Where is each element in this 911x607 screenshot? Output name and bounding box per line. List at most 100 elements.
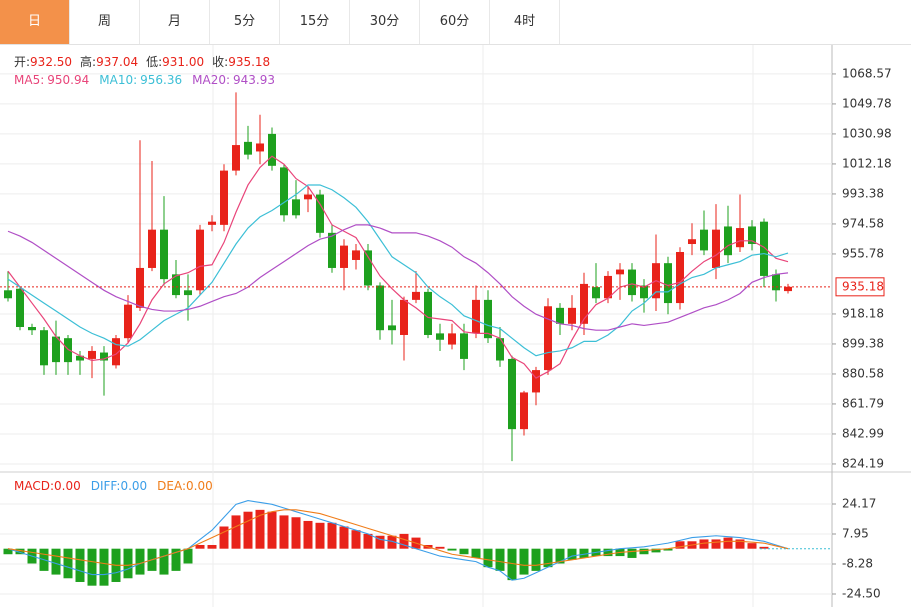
macd-bar — [519, 548, 529, 575]
legend-value: 0.00 — [186, 479, 213, 493]
period-tab[interactable]: 30分 — [350, 0, 420, 44]
macd-bar — [759, 546, 769, 549]
candle-body — [496, 338, 504, 361]
period-tab[interactable]: 15分 — [280, 0, 350, 44]
macd-bar — [255, 509, 265, 549]
macd-bar — [675, 541, 685, 549]
candle-body — [76, 355, 84, 361]
candle-body — [616, 269, 624, 275]
macd-bar — [399, 533, 409, 549]
macd-bar — [747, 543, 757, 549]
period-tab[interactable]: 日 — [0, 0, 70, 44]
candle-body — [484, 299, 492, 339]
candle-body — [772, 274, 780, 291]
candle-body — [160, 229, 168, 280]
last-price-label: 935.18 — [842, 279, 884, 293]
candle-body — [748, 226, 756, 245]
candle-body — [340, 245, 348, 268]
candle-body — [196, 229, 204, 291]
candle-body — [520, 392, 528, 430]
macd-bar — [123, 548, 133, 579]
candle-body — [424, 291, 432, 335]
macd-line — [7, 500, 789, 581]
macd-bar — [531, 548, 541, 571]
candle-body — [172, 274, 180, 296]
ma-line — [7, 184, 789, 357]
candle-body — [184, 290, 192, 296]
period-tab[interactable]: 4时 — [490, 0, 560, 44]
y-tick-label: -8.28 — [842, 557, 873, 571]
y-tick-label: 1049.78 — [842, 96, 892, 110]
macd-bar — [723, 537, 733, 549]
macd-bar — [543, 548, 553, 568]
candle-body — [628, 269, 636, 296]
period-tab[interactable]: 月 — [140, 0, 210, 44]
macd-bar — [711, 539, 721, 549]
y-tick-label: 1030.98 — [842, 126, 892, 140]
legend-label: MA20: — [192, 73, 230, 87]
candle-body — [88, 350, 96, 359]
macd-bar — [363, 533, 373, 549]
legend-label: MA5: — [14, 73, 44, 87]
candle-body — [232, 145, 240, 171]
macd-bar — [555, 548, 565, 564]
period-tab[interactable]: 周 — [70, 0, 140, 44]
macd-bar — [567, 548, 577, 560]
candle-body — [436, 333, 444, 340]
candle-body — [220, 170, 228, 225]
macd-bar — [99, 548, 109, 586]
y-tick-label: 918.18 — [842, 306, 884, 320]
period-tab[interactable]: 60分 — [420, 0, 490, 44]
candle-body — [640, 285, 648, 299]
candle-body — [664, 263, 672, 304]
y-tick-label: 955.78 — [842, 246, 884, 260]
period-tab[interactable]: 5分 — [210, 0, 280, 44]
candle-body — [724, 226, 732, 256]
macd-bar — [75, 548, 85, 582]
candle-body — [448, 333, 456, 345]
y-tick-label: -24.50 — [842, 586, 881, 600]
candle-body — [688, 239, 696, 245]
ohlc-legend: 开:932.50 高:937.04 低:931.00 收:935.18 — [14, 54, 270, 69]
y-tick-label: 824.19 — [842, 456, 884, 470]
macd-bar — [63, 548, 73, 579]
candle-body — [412, 291, 420, 300]
candle-body — [568, 307, 576, 324]
y-tick-label: 974.58 — [842, 216, 884, 230]
legend-label: 收: — [212, 55, 228, 69]
ma-line — [7, 155, 789, 379]
candle-body — [676, 251, 684, 304]
macd-bar — [159, 548, 169, 575]
macd-bar — [495, 548, 505, 571]
macd-bar — [135, 548, 145, 575]
y-tick-label: 24.17 — [842, 496, 876, 510]
candle-body — [64, 338, 72, 363]
candle-body — [364, 250, 372, 286]
y-tick-label: 1068.57 — [842, 66, 892, 80]
ma-line — [7, 224, 789, 331]
candle-body — [52, 336, 60, 363]
y-tick-label: 7.95 — [842, 526, 869, 540]
legend-value: 943.93 — [233, 73, 275, 87]
candle-body — [112, 338, 120, 366]
macd-bar — [183, 548, 193, 564]
candle-body — [508, 358, 516, 430]
macd-bar — [219, 526, 229, 549]
legend-value: 937.04 — [96, 55, 138, 69]
macd-bar — [459, 548, 469, 555]
candle-body — [388, 325, 396, 331]
candle-body — [256, 143, 264, 152]
legend-value: 932.50 — [30, 55, 72, 69]
macd-bar — [303, 520, 313, 549]
candle-body — [280, 167, 288, 216]
candle-body — [472, 299, 480, 334]
legend-value: 0.00 — [54, 479, 81, 493]
candle-body — [328, 232, 336, 268]
macd-bar — [15, 548, 25, 555]
macd-bar — [627, 548, 637, 558]
legend-label: 低: — [146, 55, 162, 69]
last-price-box — [835, 277, 885, 297]
macd-bar — [483, 548, 493, 568]
macd-bar — [579, 548, 589, 558]
